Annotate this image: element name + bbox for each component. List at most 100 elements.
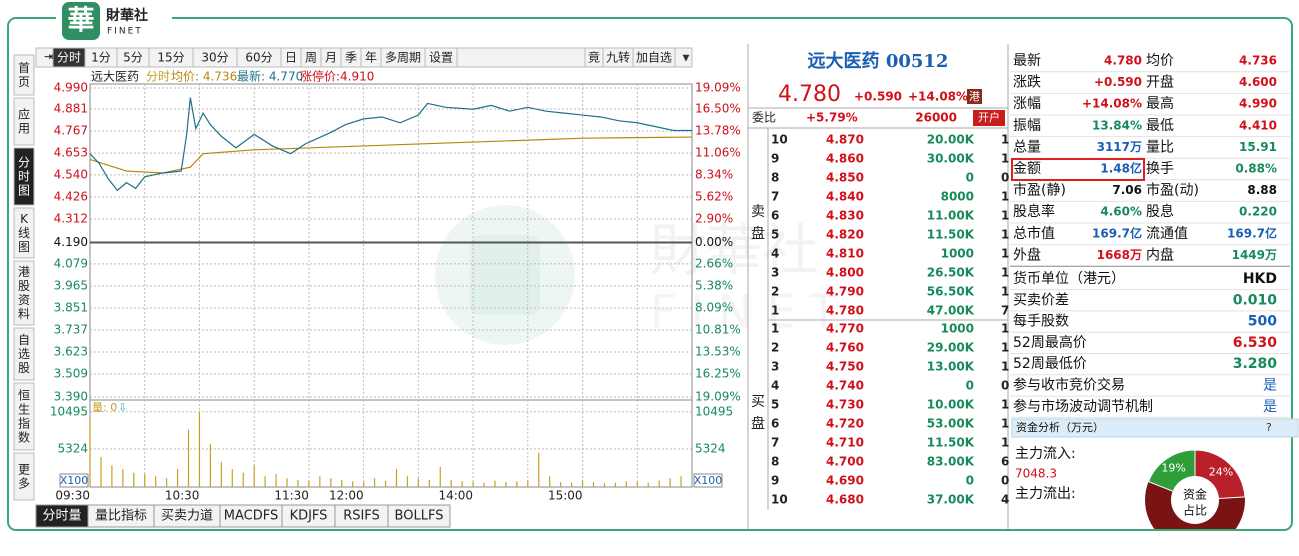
- bottom-tab-label[interactable]: BOLLFS: [395, 509, 444, 524]
- period-label[interactable]: 日: [285, 51, 297, 65]
- bottom-tab-label[interactable]: RSIFS: [343, 509, 380, 524]
- stat-label: 开盘: [1146, 74, 1174, 91]
- period-label[interactable]: 多周期: [385, 51, 421, 65]
- level: 9: [771, 152, 779, 166]
- sidebar-tab[interactable]: [13, 382, 35, 451]
- market-badge: [967, 89, 982, 104]
- period-label[interactable]: 年: [365, 51, 377, 65]
- y-tick-label: 3.509: [54, 367, 88, 381]
- sidebar-tab[interactable]: [13, 54, 35, 96]
- level: 6: [771, 417, 779, 431]
- pct-tick-label: 19.09%: [695, 390, 741, 404]
- sidebar-label[interactable]: 自选股: [18, 333, 30, 375]
- open-account[interactable]: 开户: [978, 110, 1000, 124]
- sidebar-label[interactable]: 分时图: [18, 155, 30, 197]
- period-label[interactable]: 60分: [245, 51, 272, 65]
- open-account-button[interactable]: [973, 110, 1005, 126]
- stat-value: 4.990: [1239, 97, 1277, 111]
- volume-bar: [538, 452, 540, 487]
- volume-bar: [395, 469, 398, 487]
- volume-tick-label: 10495: [695, 404, 733, 418]
- sidebar-label[interactable]: 港股资料: [18, 265, 30, 321]
- stat-value: 7.06: [1112, 183, 1142, 197]
- action-label[interactable]: 加自选: [636, 51, 672, 65]
- volume-bar: [581, 480, 584, 487]
- quote-change: +0.590: [854, 90, 902, 104]
- bottom-tab-label[interactable]: MACDFS: [224, 509, 278, 524]
- pct-tick-label: 8.09%: [695, 300, 733, 314]
- quote-pct: +14.08%: [908, 90, 968, 104]
- level: 4: [771, 247, 779, 261]
- volume-bar: [636, 481, 638, 487]
- x-tick-label: 15:00: [548, 489, 583, 503]
- bottom-tab[interactable]: [387, 504, 451, 528]
- sidebar-tab[interactable]: [13, 147, 35, 206]
- diff: 26000: [915, 111, 957, 125]
- volume-bar: [527, 479, 529, 487]
- pct-tick-label: 2.66%: [695, 256, 733, 270]
- volume-bar: [242, 472, 244, 487]
- sidebar-label[interactable]: 更多: [18, 462, 30, 490]
- book-count: 1: [1001, 228, 1009, 242]
- period-button[interactable]: [424, 47, 458, 68]
- period-label[interactable]: 周: [305, 51, 317, 65]
- stat-label: 涨跌: [1013, 75, 1041, 91]
- bottom-tab-label[interactable]: KDJFS: [290, 509, 328, 524]
- period-label[interactable]: 分时: [57, 51, 81, 65]
- sidebar-label[interactable]: 应用: [18, 106, 30, 135]
- volume-bar: [122, 469, 124, 487]
- outflow-label: 主力流出:: [1015, 486, 1076, 502]
- period-label[interactable]: 月: [325, 51, 337, 65]
- period-label[interactable]: 1分: [91, 51, 111, 65]
- sidebar-label[interactable]: 恒生指数: [18, 388, 30, 444]
- book-price: 4.690: [826, 474, 864, 488]
- book-count: 1: [1001, 436, 1009, 450]
- book-volume: 47.00K: [927, 304, 975, 318]
- stat-label: 金额: [1013, 161, 1041, 177]
- book-count: 1: [1001, 322, 1009, 336]
- action-button[interactable]: [632, 47, 676, 68]
- book-volume: 83.00K: [927, 455, 975, 469]
- dropdown[interactable]: ▼: [683, 54, 690, 64]
- brand-en: FINET: [107, 27, 143, 37]
- pct-tick-label: 8.34%: [695, 167, 733, 181]
- volume-bar: [100, 456, 102, 487]
- period-label[interactable]: 15分: [157, 51, 184, 65]
- y-tick-label: 4.312: [54, 211, 88, 225]
- book-price: 4.770: [826, 322, 864, 336]
- sidebar-label[interactable]: 首页: [18, 61, 30, 89]
- info-value: 3.280: [1233, 356, 1278, 372]
- period-label[interactable]: 5分: [123, 51, 143, 65]
- period-label[interactable]: 设置: [429, 51, 453, 65]
- sidebar-tab[interactable]: [13, 97, 35, 146]
- sidebar-tab[interactable]: [13, 452, 35, 501]
- book-price: 4.680: [826, 493, 864, 507]
- volume-bar: [680, 476, 682, 487]
- volume-bar: [231, 469, 233, 487]
- sidebar-tab[interactable]: [13, 260, 35, 326]
- period-label[interactable]: 季: [345, 51, 357, 65]
- stat-value: 169.7亿: [1092, 225, 1142, 240]
- action-label[interactable]: 九转: [606, 50, 630, 65]
- x-tick-label: 11:30: [274, 489, 309, 503]
- level: 5: [771, 398, 779, 412]
- sidebar-tab[interactable]: [13, 327, 35, 381]
- book-count: 1: [1001, 398, 1009, 412]
- funds-help[interactable]: ?: [1266, 421, 1272, 434]
- bottom-tab-label[interactable]: 买卖力道: [161, 509, 213, 524]
- sidebar-tab[interactable]: [13, 207, 35, 259]
- sidebar-label[interactable]: K 线图: [18, 212, 30, 254]
- unit-box: [693, 473, 723, 488]
- y-tick-label: 3.851: [54, 300, 88, 314]
- stat-value: 4.736: [1239, 54, 1277, 68]
- book-volume: 56.50K: [927, 285, 975, 299]
- bottom-tab-label[interactable]: 分时量: [42, 509, 81, 524]
- logo: 華: [68, 6, 95, 37]
- bottom-tab-label[interactable]: 量比指标: [95, 509, 147, 524]
- pct-tick-label: 16.25%: [695, 367, 741, 381]
- volume-bar: [461, 481, 463, 487]
- volume-bar: [133, 472, 135, 487]
- period-label[interactable]: 30分: [201, 51, 228, 65]
- pct-tick-label: 19.09%: [695, 81, 741, 95]
- action-label[interactable]: 竟: [588, 51, 600, 65]
